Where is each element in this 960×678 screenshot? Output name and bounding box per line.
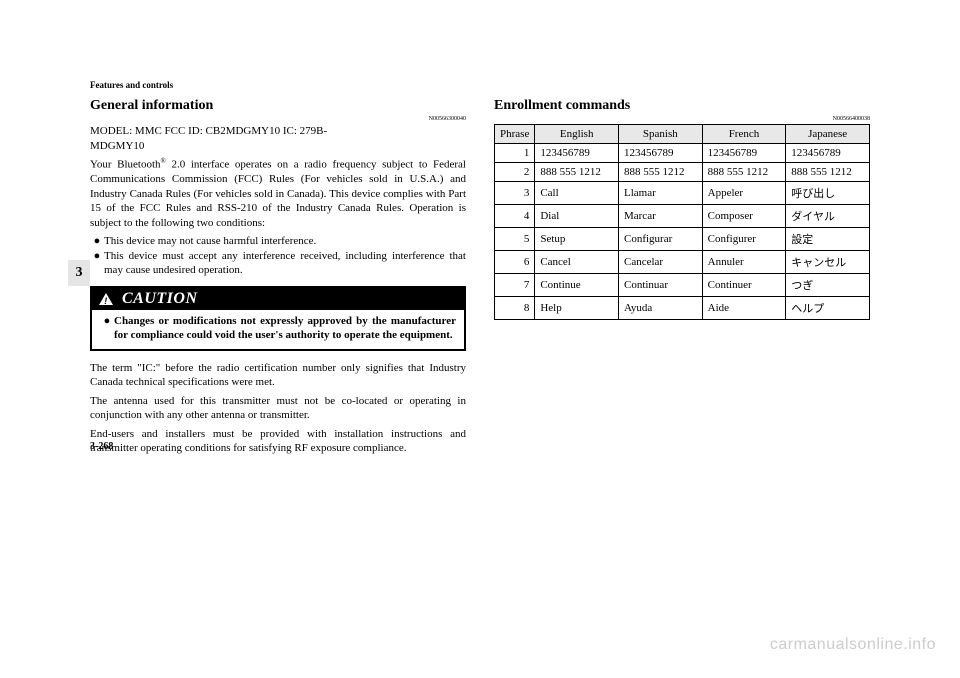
cell: 123456789 [786,144,870,163]
left-column: General information N00566300040 MODEL: … [90,98,466,460]
col-phrase: Phrase [495,125,535,144]
cell: Setup [535,228,619,251]
cell: 4 [495,205,535,228]
bluetooth-para: Your Bluetooth® 2.0 interface operates o… [90,157,466,230]
bullet-icon: ● [90,249,104,278]
col-french: French [702,125,786,144]
table-body: 1123456789123456789123456789123456789 28… [495,144,870,320]
cell: Aide [702,297,786,320]
cell: Continuar [618,274,702,297]
para1-a: Your Bluetooth [90,159,161,171]
table-row: 8HelpAyudaAideヘルプ [495,297,870,320]
enrollment-table: Phrase English Spanish French Japanese 1… [494,124,870,320]
model-text-a: MODEL: MMC FCC ID: CB2MDGMY10 IC: 279B- [90,125,327,137]
bullet-text: This device may not cause harmful interf… [104,234,316,249]
watermark: carmanualsonline.info [770,636,936,654]
cell: ヘルプ [786,297,870,320]
caution-body: ● Changes or modifications not expressly… [92,310,464,349]
model-line: MODEL: MMC FCC ID: CB2MDGMY10 IC: 279B- … [90,124,466,153]
cell: ダイヤル [786,205,870,228]
list-item: ● Changes or modifications not expressly… [100,314,456,343]
cell: Continue [535,274,619,297]
enrollment-heading: Enrollment commands [494,98,870,114]
cell: 123456789 [702,144,786,163]
cell: Ayuda [618,297,702,320]
enduser-para: End-users and installers must be provide… [90,427,466,456]
table-row: 4DialMarcarComposerダイヤル [495,205,870,228]
cell: 888 555 1212 [618,163,702,182]
table-row: 5SetupConfigurarConfigurer設定 [495,228,870,251]
chapter-tab: 3 [68,260,90,286]
cell: 8 [495,297,535,320]
col-japanese: Japanese [786,125,870,144]
model-text-b: MDGMY10 [90,140,144,152]
caution-header: ! CAUTION [92,288,464,310]
cell: Cancelar [618,251,702,274]
cell: Marcar [618,205,702,228]
cell: キャンセル [786,251,870,274]
cell: 7 [495,274,535,297]
cell: Call [535,182,619,205]
cell: 6 [495,251,535,274]
cell: 888 555 1212 [535,163,619,182]
cell: Dial [535,205,619,228]
page-number: 3-268 [90,441,113,452]
manual-page: Features and controls 3 General informat… [0,0,960,500]
cell: 5 [495,228,535,251]
cell: 123456789 [618,144,702,163]
list-item: ● This device must accept any interferen… [90,249,466,278]
cell: Configurar [618,228,702,251]
cell: 2 [495,163,535,182]
bullet-text: This device must accept any interference… [104,249,466,278]
caution-box: ! CAUTION ● Changes or modifications not… [90,286,466,351]
cell: Llamar [618,182,702,205]
ic-para: The term "IC:" before the radio certific… [90,361,466,390]
cell: 1 [495,144,535,163]
cell: 呼び出し [786,182,870,205]
cell: Composer [702,205,786,228]
doc-number-left: N00566300040 [90,116,466,122]
table-row: 3CallLlamarAppeler呼び出し [495,182,870,205]
cell: 123456789 [535,144,619,163]
cell: Annuler [702,251,786,274]
cell: 設定 [786,228,870,251]
cell: つぎ [786,274,870,297]
warning-triangle-icon: ! [98,292,114,306]
cell: 888 555 1212 [702,163,786,182]
cell: 888 555 1212 [786,163,870,182]
table-row: 1123456789123456789123456789123456789 [495,144,870,163]
cell: 3 [495,182,535,205]
bullet-icon: ● [90,234,104,249]
antenna-para: The antenna used for this transmitter mu… [90,394,466,423]
svg-text:!: ! [104,296,108,306]
col-spanish: Spanish [618,125,702,144]
list-item: ● This device may not cause harmful inte… [90,234,466,249]
caution-title: CAUTION [122,290,198,308]
cell: Continuer [702,274,786,297]
bullet-icon: ● [100,314,114,343]
col-english: English [535,125,619,144]
table-header-row: Phrase English Spanish French Japanese [495,125,870,144]
right-column: Enrollment commands N00566400038 Phrase … [494,98,870,460]
content-columns: General information N00566300040 MODEL: … [90,98,870,460]
section-header: Features and controls [90,80,870,90]
general-info-heading: General information [90,98,466,114]
caution-text: Changes or modifications not expressly a… [114,314,456,343]
cell: Appeler [702,182,786,205]
table-row: 6CancelCancelarAnnulerキャンセル [495,251,870,274]
conditions-list: ● This device may not cause harmful inte… [90,234,466,278]
cell: Help [535,297,619,320]
doc-number-right: N00566400038 [494,116,870,122]
table-row: 7ContinueContinuarContinuerつぎ [495,274,870,297]
cell: Cancel [535,251,619,274]
table-row: 2888 555 1212888 555 1212888 555 1212888… [495,163,870,182]
cell: Configurer [702,228,786,251]
